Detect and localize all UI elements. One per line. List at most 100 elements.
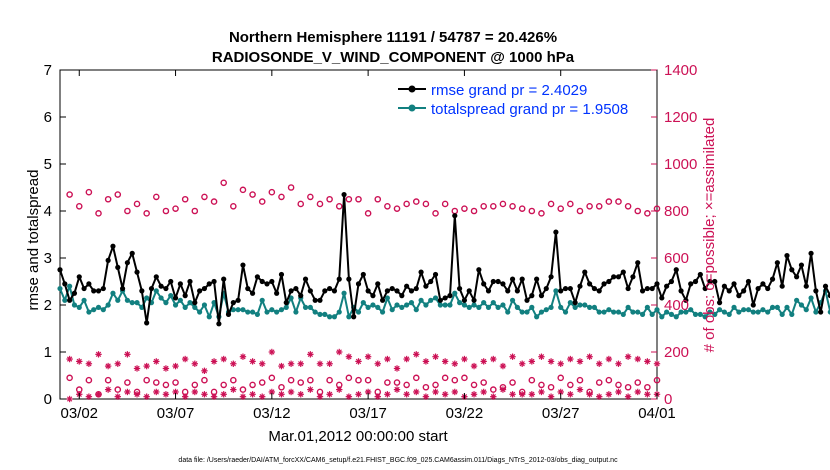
totalspread-point xyxy=(264,309,270,315)
totalspread-point xyxy=(336,309,342,315)
totalspread-point xyxy=(105,302,111,308)
assimilated-obs-point-lower xyxy=(634,388,641,396)
assimilated-obs-point-lower xyxy=(191,388,199,396)
totalspread-point xyxy=(115,297,121,303)
asterisk-stroke xyxy=(615,389,622,395)
totalspread-point xyxy=(668,311,675,317)
possible-obs-point xyxy=(335,202,343,210)
legend-spread-marker xyxy=(408,104,416,112)
totalspread-point xyxy=(341,290,347,296)
rmse-point xyxy=(606,278,612,285)
assimilated-obs-point-lower xyxy=(162,391,170,398)
totalspread-point xyxy=(269,307,275,313)
rmse-point xyxy=(394,288,400,294)
possible-obs-point xyxy=(384,202,391,210)
totalspread-point xyxy=(322,311,328,317)
rmse-point xyxy=(124,260,131,266)
rmse-point xyxy=(317,297,323,303)
assimilated-obs-point-lower xyxy=(615,388,622,396)
totalspread-point xyxy=(726,311,732,317)
rmse-point xyxy=(572,300,578,306)
totalspread-point xyxy=(327,314,333,320)
assimilated-obs-point xyxy=(287,360,295,367)
possible-obs-point xyxy=(490,202,497,210)
assimilated-obs-point-lower xyxy=(66,395,73,403)
asterisk-stroke xyxy=(519,391,525,397)
rmse-point xyxy=(798,262,805,268)
asterisk-stroke xyxy=(365,354,371,360)
rmse-point xyxy=(678,288,684,294)
totalspread-point xyxy=(447,302,453,308)
rmse-point xyxy=(288,288,294,294)
left-tick-label: 5 xyxy=(44,156,52,173)
totalspread-point xyxy=(485,304,492,310)
asterisk-stroke xyxy=(278,391,285,397)
assimilated-obs-point xyxy=(85,360,93,367)
assimilated-obs-point xyxy=(528,358,536,365)
assimilated-obs-point-lower xyxy=(85,393,93,400)
assimilated-obs-point-lower xyxy=(259,393,266,400)
possible-obs-point xyxy=(509,202,516,210)
asterisk-stroke xyxy=(644,391,651,397)
possible-obs-point xyxy=(345,195,353,203)
possible-obs-point xyxy=(75,202,83,210)
asterisk-stroke xyxy=(307,386,314,393)
totalspread-point xyxy=(779,311,785,317)
asterisk-stroke xyxy=(452,361,458,367)
totalspread-point xyxy=(360,300,366,306)
assimilated-obs-point-lower xyxy=(384,391,391,398)
totalspread-point xyxy=(471,302,477,308)
totalspread-point xyxy=(442,302,448,308)
possible-obs-point-lower xyxy=(152,379,160,386)
rmse-point xyxy=(509,276,516,282)
rmse-point xyxy=(418,269,424,275)
rmse-point xyxy=(635,260,641,266)
possible-obs-point-lower xyxy=(258,379,266,386)
totalspread-point xyxy=(100,307,106,313)
assimilated-obs-point xyxy=(653,360,661,367)
rmse-point xyxy=(254,274,260,280)
asterisk-stroke xyxy=(230,386,236,393)
totalspread-point xyxy=(57,285,63,292)
possible-obs-point-lower xyxy=(653,376,661,384)
rmse-point xyxy=(664,283,670,289)
asterisk-stroke xyxy=(432,389,439,395)
assimilated-obs-point-lower xyxy=(239,393,247,400)
rmse-point xyxy=(240,262,246,268)
possible-obs-point-lower xyxy=(461,374,468,382)
rmse-point xyxy=(81,285,87,292)
asterisk-stroke xyxy=(403,356,410,362)
asterisk-stroke xyxy=(182,356,188,362)
totalspread-point xyxy=(389,307,395,313)
rmse-point xyxy=(721,283,728,289)
asterisk-stroke xyxy=(317,393,323,400)
rmse-point xyxy=(630,274,636,280)
assimilated-obs-point xyxy=(66,355,73,363)
possible-obs-point xyxy=(374,195,382,203)
possible-obs-point-lower xyxy=(104,376,112,384)
asterisk-stroke xyxy=(201,368,208,374)
rmse-point xyxy=(182,293,188,299)
rmse-point xyxy=(615,274,622,280)
assimilated-obs-point xyxy=(384,355,391,363)
assimilated-obs-point-lower xyxy=(114,393,121,400)
x-axis-label: Mar.01,2012 00:00:00 start xyxy=(268,428,448,445)
assimilated-obs-point xyxy=(230,360,237,367)
totalspread-point xyxy=(553,288,559,294)
totalspread-point xyxy=(206,314,212,320)
possible-obs-point xyxy=(441,200,449,208)
rmse-point xyxy=(264,281,270,287)
asterisk-stroke xyxy=(577,386,583,393)
rmse-point xyxy=(153,274,159,280)
left-tick-label: 1 xyxy=(44,344,52,361)
asterisk-stroke xyxy=(278,363,285,369)
totalspread-point xyxy=(355,309,362,315)
assimilated-obs-point xyxy=(432,353,439,360)
asterisk-stroke xyxy=(615,361,622,367)
rmse-point xyxy=(741,288,747,294)
assimilated-obs-point xyxy=(538,353,545,360)
asterisk-stroke xyxy=(221,391,227,397)
totalspread-point xyxy=(601,309,607,315)
rmse-point xyxy=(172,295,179,301)
